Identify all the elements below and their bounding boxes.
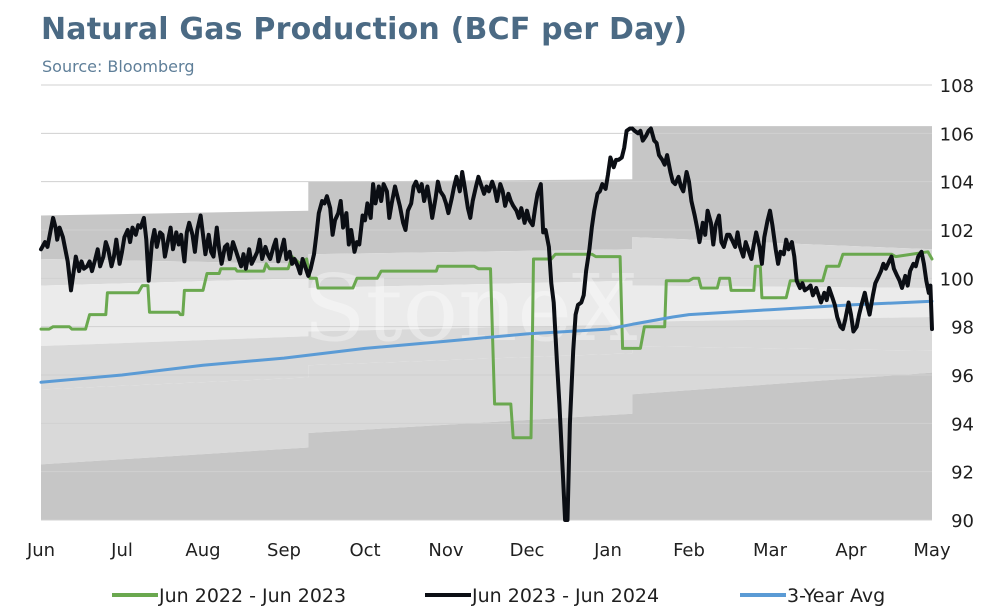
y-tick-label: 100 xyxy=(940,269,974,290)
band-lower xyxy=(41,317,932,390)
y-tick-label: 102 xyxy=(940,221,974,242)
x-tick-label: Sep xyxy=(267,540,301,561)
band-max xyxy=(41,126,932,264)
series-line-0 xyxy=(39,250,934,440)
x-tick-label: Apr xyxy=(835,540,867,561)
x-tick-label: Oct xyxy=(349,540,380,561)
x-tick-label: Mar xyxy=(753,540,788,561)
x-tick-label: Aug xyxy=(185,540,220,561)
y-tick-label: 108 xyxy=(940,76,974,97)
watermark: StoneX xyxy=(303,255,638,362)
y-tick-label: 106 xyxy=(940,124,974,145)
x-tick-label: Dec xyxy=(510,540,545,561)
x-axis: Jun Jul Aug Sep Oct Nov Dec Jan Feb Mar Apr May xyxy=(26,540,951,561)
legend-label: Jun 2023 - Jun 2024 xyxy=(471,585,659,607)
series-lines xyxy=(39,126,934,522)
x-tick-label: Jul xyxy=(110,540,133,561)
x-tick-label: May xyxy=(913,540,951,561)
x-tick-label: Jan xyxy=(593,540,622,561)
band-inner xyxy=(41,278,932,346)
legend-label: Jun 2022 - Jun 2023 xyxy=(158,585,346,607)
series-line-1 xyxy=(39,126,934,522)
x-tick-label: Nov xyxy=(428,540,463,561)
x-tick-label: Jun xyxy=(26,540,55,561)
chart-source: Source: Bloomberg xyxy=(42,57,195,76)
y-axis: 90 92 94 96 98 100 102 104 106 108 xyxy=(940,76,974,532)
y-tick-label: 90 xyxy=(951,511,974,532)
historical-range-bands xyxy=(41,126,932,520)
band-lower-2 xyxy=(41,346,932,465)
y-tick-label: 94 xyxy=(951,414,974,435)
chart-title: Natural Gas Production (BCF per Day) xyxy=(41,12,688,47)
y-tick-label: 98 xyxy=(951,318,974,339)
series-line-2 xyxy=(39,299,934,384)
y-tick-label: 96 xyxy=(951,366,974,387)
y-tick-label: 92 xyxy=(951,463,974,484)
y-tick-label: 104 xyxy=(940,173,974,194)
legend-label: 3-Year Avg xyxy=(787,585,885,607)
band-min xyxy=(41,372,932,520)
legend: Jun 2022 - Jun 2023 Jun 2023 - Jun 2024 3-… xyxy=(112,585,885,607)
x-tick-label: Feb xyxy=(673,540,705,561)
band-upper xyxy=(41,237,932,288)
